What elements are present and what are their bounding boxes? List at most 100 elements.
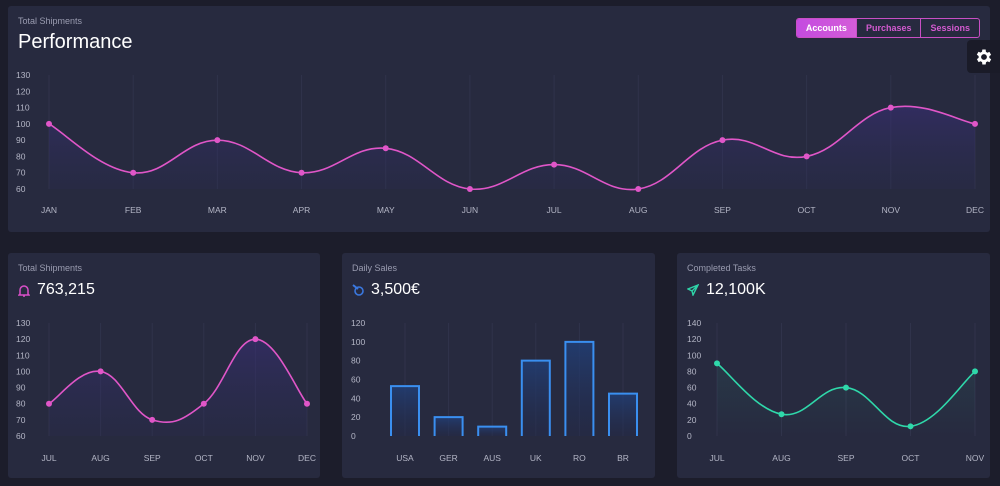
y-tick-label: 120 bbox=[687, 334, 701, 344]
area-fill bbox=[49, 106, 975, 190]
y-tick-label: 20 bbox=[351, 412, 361, 422]
card-value: 12,100K bbox=[706, 281, 766, 298]
data-point bbox=[907, 423, 914, 430]
card-subtitle: Completed Tasks bbox=[687, 263, 756, 273]
performance-title: Performance bbox=[18, 31, 133, 53]
x-tick-label: GER bbox=[439, 453, 457, 463]
data-point bbox=[719, 137, 726, 144]
performance-card: Total Shipments Performance Accounts Pur… bbox=[8, 6, 990, 232]
y-tick-label: 100 bbox=[351, 337, 365, 347]
x-tick-label: NOV bbox=[246, 453, 265, 463]
data-point bbox=[200, 400, 207, 407]
series-line bbox=[48, 105, 976, 191]
y-tick-label: 130 bbox=[16, 70, 30, 80]
sales-card: Daily Sales 3,500€ bbox=[342, 253, 655, 478]
bar-fill bbox=[434, 417, 463, 436]
x-tick-label: UK bbox=[530, 453, 542, 463]
x-tick-label: OCT bbox=[902, 453, 920, 463]
card-subtitle: Total Shipments bbox=[18, 263, 83, 273]
y-tick-label: 40 bbox=[687, 399, 697, 409]
y-tick-label: 60 bbox=[16, 184, 26, 194]
data-point bbox=[466, 186, 473, 192]
y-tick-label: 100 bbox=[687, 350, 701, 360]
data-point bbox=[972, 120, 978, 127]
data-point bbox=[551, 161, 558, 168]
y-tick-label: 0 bbox=[687, 431, 692, 441]
card-value: 3,500€ bbox=[371, 281, 420, 298]
data-point bbox=[972, 368, 978, 375]
bar bbox=[390, 385, 420, 436]
y-tick-label: 80 bbox=[351, 356, 361, 366]
bar bbox=[520, 359, 551, 436]
y-tick-label: 140 bbox=[687, 318, 701, 328]
x-tick-label: JUL bbox=[709, 453, 724, 463]
y-tick-label: 40 bbox=[351, 393, 361, 403]
data-point bbox=[714, 360, 720, 367]
x-tick-label: JAN bbox=[41, 205, 57, 215]
data-point bbox=[304, 400, 310, 407]
data-point bbox=[252, 336, 259, 343]
x-tick-label: MAR bbox=[208, 205, 227, 215]
x-tick-label: SEP bbox=[714, 205, 731, 215]
data-point bbox=[130, 169, 137, 176]
y-tick-label: 70 bbox=[16, 168, 26, 178]
tab-accounts[interactable]: Accounts bbox=[796, 19, 856, 37]
x-tick-label: JUN bbox=[462, 205, 479, 215]
x-tick-label: AUG bbox=[629, 205, 647, 215]
x-tick-label: OCT bbox=[195, 453, 213, 463]
x-tick-label: DEC bbox=[966, 205, 984, 215]
data-point bbox=[97, 368, 104, 375]
x-tick-label: AUG bbox=[91, 453, 109, 463]
x-tick-label: JUL bbox=[547, 205, 562, 215]
bar bbox=[477, 425, 508, 436]
x-tick-label: AUG bbox=[772, 453, 790, 463]
paper-plane-icon bbox=[687, 284, 699, 296]
bar-fill bbox=[565, 341, 594, 436]
x-tick-label: APR bbox=[293, 205, 310, 215]
coins-icon bbox=[352, 284, 364, 296]
y-tick-label: 60 bbox=[16, 431, 26, 441]
data-point bbox=[214, 137, 221, 144]
card-value: 763,215 bbox=[37, 281, 95, 298]
tab-sessions[interactable]: Sessions bbox=[920, 19, 979, 37]
y-tick-label: 110 bbox=[16, 350, 30, 360]
y-tick-label: 60 bbox=[351, 375, 361, 385]
bar bbox=[608, 392, 638, 436]
x-tick-label: SEP bbox=[144, 453, 161, 463]
data-point bbox=[887, 104, 894, 111]
area-fill bbox=[717, 363, 975, 436]
x-tick-label: AUS bbox=[483, 453, 501, 463]
y-tick-label: 110 bbox=[16, 103, 30, 113]
tab-purchases[interactable]: Purchases bbox=[855, 19, 921, 37]
data-point bbox=[635, 186, 642, 192]
y-tick-label: 80 bbox=[687, 366, 697, 376]
x-tick-label: DEC bbox=[298, 453, 316, 463]
y-tick-label: 70 bbox=[16, 415, 26, 425]
performance-subtitle: Total Shipments bbox=[18, 16, 83, 26]
data-point bbox=[46, 120, 52, 127]
y-tick-label: 100 bbox=[16, 119, 30, 129]
settings-button[interactable] bbox=[967, 40, 1000, 73]
x-tick-label: OCT bbox=[798, 205, 816, 215]
data-point bbox=[46, 400, 52, 407]
x-tick-label: RO bbox=[573, 453, 586, 463]
bar bbox=[433, 416, 464, 436]
data-point bbox=[803, 153, 810, 160]
bar-fill bbox=[391, 386, 419, 436]
y-tick-label: 120 bbox=[16, 86, 30, 96]
bar-fill bbox=[478, 426, 507, 436]
y-tick-label: 80 bbox=[16, 151, 26, 161]
gear-icon bbox=[976, 49, 991, 64]
bar bbox=[564, 340, 595, 436]
area-fill bbox=[49, 339, 307, 436]
y-tick-label: 120 bbox=[351, 318, 365, 328]
x-tick-label: SEP bbox=[837, 453, 854, 463]
y-tick-label: 130 bbox=[16, 318, 30, 328]
data-point bbox=[382, 145, 389, 152]
series-line bbox=[48, 338, 308, 424]
x-tick-label: JUL bbox=[41, 453, 56, 463]
x-tick-label: FEB bbox=[125, 205, 142, 215]
data-point bbox=[843, 384, 849, 391]
y-tick-label: 80 bbox=[16, 399, 26, 409]
